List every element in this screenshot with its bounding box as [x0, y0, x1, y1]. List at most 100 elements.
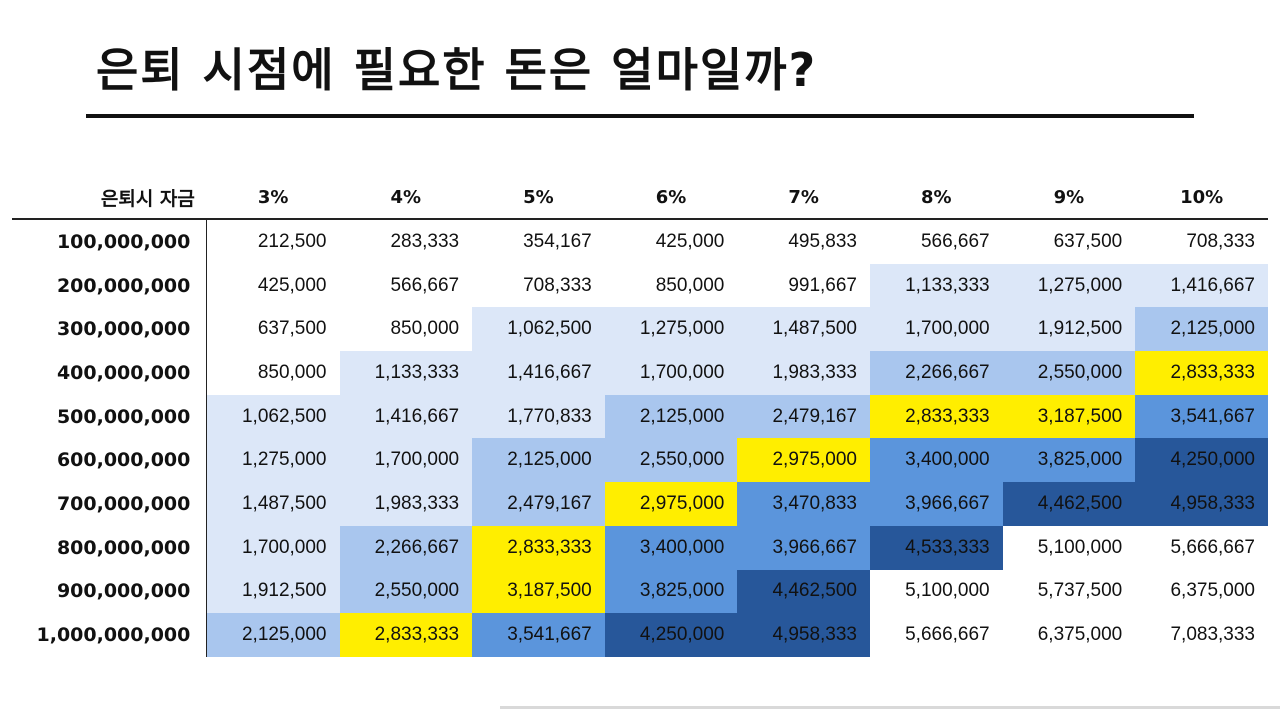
value-cell: 4,462,500	[737, 569, 870, 614]
value-cell: 2,479,167	[472, 482, 605, 526]
value-cell: 2,833,333	[1135, 351, 1268, 395]
corner-label: 은퇴시 자금	[12, 176, 207, 220]
rate-header: 4%	[339, 176, 473, 220]
rate-header: 8%	[870, 176, 1003, 220]
fund-label: 100,000,000	[12, 219, 208, 264]
value-cell: 1,416,667	[472, 351, 605, 395]
table-row: 100,000,000 212,500 283,333 354,167 425,000 4…	[12, 219, 1268, 264]
fund-label: 900,000,000	[12, 569, 208, 614]
value-cell: 991,667	[737, 263, 870, 308]
value-cell: 5,666,667	[870, 613, 1003, 657]
value-cell: 3,470,833	[737, 482, 870, 526]
value-cell: 1,416,667	[339, 394, 473, 439]
rate-header: 5%	[472, 176, 605, 220]
value-cell: 1,487,500	[206, 482, 340, 526]
value-cell: 1,133,333	[339, 351, 473, 395]
table-row: 300,000,000 637,500 850,000 1,062,500 1,275,…	[12, 307, 1268, 352]
value-cell: 5,666,667	[1135, 525, 1268, 570]
value-cell: 2,833,333	[472, 525, 605, 570]
value-cell: 2,125,000	[1135, 307, 1268, 352]
value-cell: 7,083,333	[1135, 613, 1268, 657]
value-cell: 1,770,833	[472, 394, 605, 439]
value-cell: 212,500	[206, 219, 340, 264]
table-row: 500,000,000 1,062,500 1,416,667 1,770,833 2,…	[12, 394, 1268, 439]
fund-label: 400,000,000	[12, 351, 208, 395]
table-header-row: 은퇴시 자금 3% 4% 5% 6% 7% 8% 9% 10%	[12, 176, 1268, 220]
value-cell: 3,825,000	[1002, 438, 1136, 483]
value-cell: 2,550,000	[1002, 351, 1136, 395]
rate-header: 6%	[604, 176, 738, 220]
page-title: 은퇴 시점에 필요한 돈은 얼마일까?	[96, 43, 818, 97]
value-cell: 5,100,000	[1002, 525, 1136, 570]
table-row: 800,000,000 1,700,000 2,266,667 2,833,333 3,…	[12, 525, 1268, 570]
value-cell: 1,983,333	[339, 482, 473, 526]
value-cell: 1,062,500	[472, 307, 605, 352]
value-cell: 3,400,000	[604, 525, 738, 570]
value-cell: 5,100,000	[870, 569, 1003, 614]
value-cell: 2,550,000	[339, 569, 473, 614]
value-cell: 1,062,500	[206, 394, 340, 439]
table-row: 700,000,000 1,487,500 1,983,333 2,479,167 2,…	[12, 482, 1268, 526]
fund-label: 500,000,000	[12, 394, 208, 439]
value-cell: 1,416,667	[1135, 263, 1268, 308]
value-cell: 3,187,500	[1002, 394, 1136, 439]
table-row: 400,000,000 850,000 1,133,333 1,416,667 1,70…	[12, 351, 1268, 395]
value-cell: 1,912,500	[206, 569, 340, 614]
value-cell: 566,667	[339, 263, 473, 308]
slide-bottom-edge	[500, 706, 1280, 709]
rate-header: 3%	[206, 176, 340, 220]
value-cell: 850,000	[206, 351, 340, 395]
value-cell: 850,000	[604, 263, 738, 308]
table-row: 900,000,000 1,912,500 2,550,000 3,187,500 3,…	[12, 569, 1268, 614]
value-cell: 2,550,000	[604, 438, 738, 483]
value-cell: 3,187,500	[472, 569, 605, 614]
value-cell: 3,541,667	[1135, 394, 1268, 439]
fund-label: 800,000,000	[12, 525, 208, 570]
value-cell: 4,250,000	[1135, 438, 1268, 483]
rate-header: 7%	[737, 176, 870, 220]
value-cell: 354,167	[472, 219, 605, 264]
value-cell: 425,000	[206, 263, 340, 308]
fund-label: 700,000,000	[12, 482, 208, 526]
value-cell: 1,487,500	[737, 307, 870, 352]
value-cell: 6,375,000	[1002, 613, 1136, 657]
title-underline	[86, 114, 1194, 118]
value-cell: 2,266,667	[870, 351, 1003, 395]
value-cell: 3,400,000	[870, 438, 1003, 483]
value-cell: 1,700,000	[870, 307, 1003, 352]
value-cell: 1,983,333	[737, 351, 870, 395]
value-cell: 637,500	[206, 307, 340, 352]
retirement-fund-table: 은퇴시 자금 3% 4% 5% 6% 7% 8% 9% 10% 100,000,000 212,…	[12, 176, 1268, 657]
value-cell: 2,266,667	[339, 525, 473, 570]
value-cell: 708,333	[1135, 219, 1268, 264]
rate-header: 9%	[1002, 176, 1136, 220]
value-cell: 2,125,000	[472, 438, 605, 483]
value-cell: 2,125,000	[604, 394, 738, 439]
retirement-table-container: 은퇴시 자금 3% 4% 5% 6% 7% 8% 9% 10% 100,000,000 212,…	[12, 176, 1268, 657]
value-cell: 4,958,333	[737, 613, 870, 657]
value-cell: 4,462,500	[1002, 482, 1136, 526]
value-cell: 2,479,167	[737, 394, 870, 439]
value-cell: 3,825,000	[604, 569, 738, 614]
value-cell: 2,975,000	[737, 438, 870, 483]
value-cell: 637,500	[1002, 219, 1136, 264]
value-cell: 3,966,667	[737, 525, 870, 570]
value-cell: 4,533,333	[870, 525, 1003, 570]
table-row: 600,000,000 1,275,000 1,700,000 2,125,000 2,…	[12, 438, 1268, 483]
value-cell: 2,125,000	[206, 613, 340, 657]
fund-label: 1,000,000,000	[12, 613, 208, 657]
value-cell: 1,700,000	[339, 438, 473, 483]
value-cell: 283,333	[339, 219, 473, 264]
value-cell: 708,333	[472, 263, 605, 308]
fund-label: 600,000,000	[12, 438, 208, 483]
fund-label: 300,000,000	[12, 307, 208, 352]
table-body: 100,000,000 212,500 283,333 354,167 425,000 4…	[12, 219, 1268, 657]
value-cell: 425,000	[604, 219, 738, 264]
value-cell: 2,833,333	[339, 613, 473, 657]
rate-header: 10%	[1135, 176, 1268, 220]
value-cell: 1,275,000	[1002, 263, 1136, 308]
value-cell: 1,275,000	[206, 438, 340, 483]
table-row: 1,000,000,000 2,125,000 2,833,333 3,541,667…	[12, 613, 1268, 657]
value-cell: 4,250,000	[604, 613, 738, 657]
value-cell: 2,975,000	[604, 482, 738, 526]
